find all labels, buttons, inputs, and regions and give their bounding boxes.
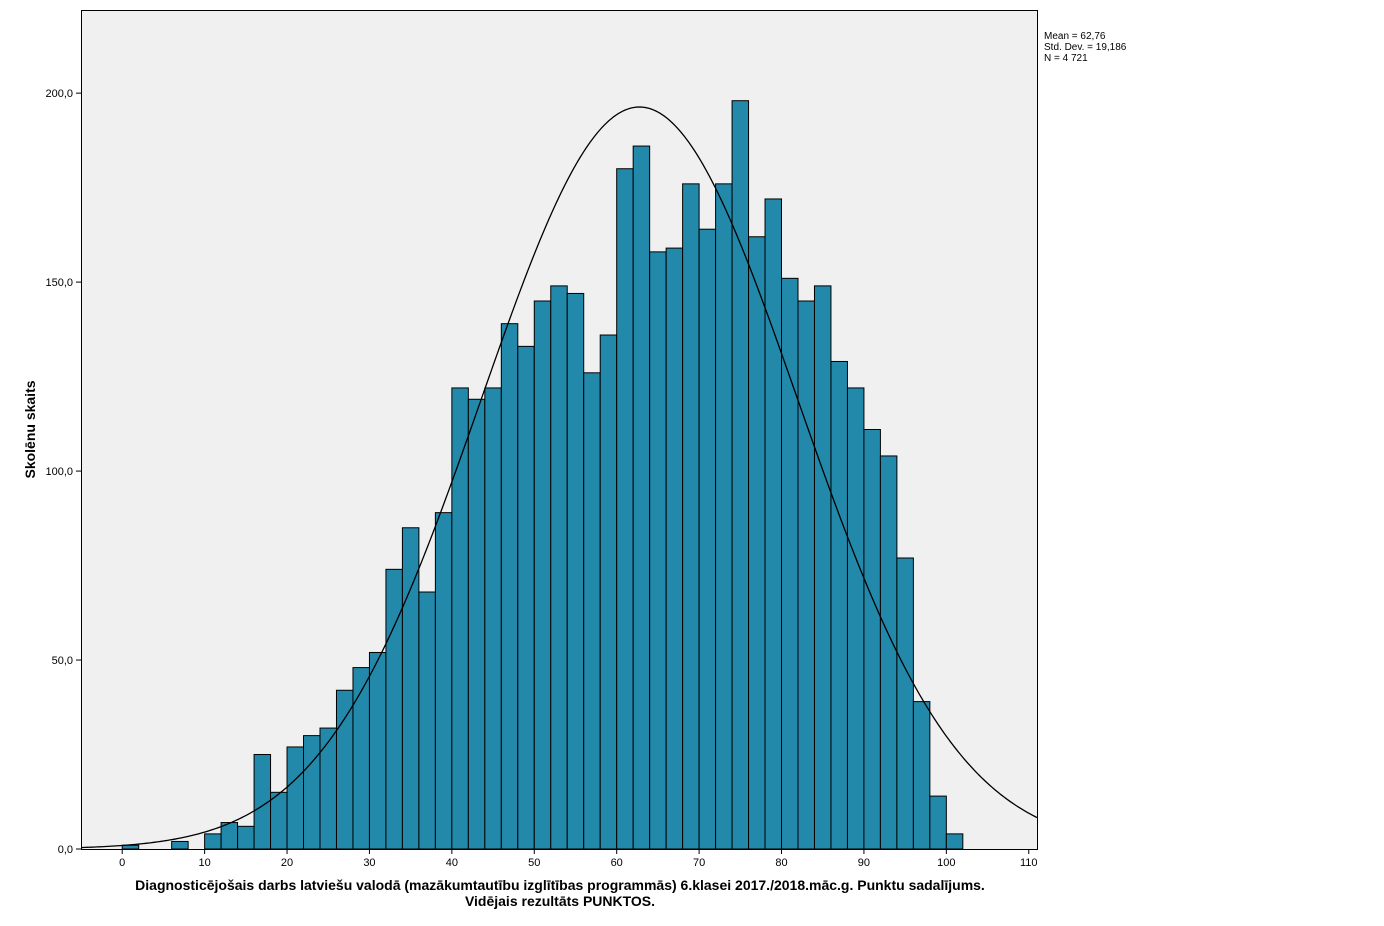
histogram-bar	[731, 100, 750, 850]
x-tick-label: 30	[363, 857, 375, 869]
x-tick-label: 70	[693, 857, 705, 869]
histogram-bar	[566, 292, 585, 850]
histogram-bar	[781, 277, 799, 850]
histogram-bar	[912, 701, 931, 850]
normal-curve	[80, 106, 1038, 849]
histogram-bar	[797, 300, 815, 850]
x-axis-title-line2: Vidējais rezultāts PUNKTOS.	[464, 893, 656, 909]
histogram-bar	[533, 300, 552, 850]
histogram-bar	[500, 323, 519, 850]
histogram-bar	[484, 387, 502, 850]
histogram-bar	[846, 387, 865, 850]
x-tick-label: 80	[775, 857, 787, 869]
histogram-bar	[863, 429, 881, 850]
histogram-bar	[583, 372, 601, 850]
x-tick-label: 10	[198, 857, 210, 869]
x-axis-title: Diagnosticējošais darbs latviešu valodā …	[60, 877, 1060, 909]
y-tick-label: 200,0	[45, 88, 73, 100]
y-tick-label: 50,0	[52, 655, 73, 667]
histogram-bar	[418, 591, 436, 850]
plot-frame	[81, 10, 1038, 850]
histogram-bar	[599, 334, 618, 850]
histogram-bar	[698, 228, 717, 850]
histogram-bar	[204, 833, 222, 850]
histogram-bar	[649, 251, 667, 850]
histogram-bar	[467, 398, 486, 850]
stats-std-dev: Std. Dev. = 19,186	[1044, 42, 1127, 53]
histogram-bar	[220, 822, 239, 850]
histogram-bar	[879, 455, 898, 850]
histogram-bar	[550, 285, 568, 850]
summary-stats: Mean = 62,76 Std. Dev. = 19,186 N = 4 72…	[1044, 31, 1126, 64]
histogram-bar	[286, 746, 305, 850]
x-tick-label: 100	[937, 857, 955, 869]
x-tick-label: 0	[119, 857, 125, 869]
x-tick-label: 90	[858, 857, 870, 869]
histogram-bar	[434, 512, 453, 850]
histogram-bar	[303, 735, 321, 850]
y-axis-title: Skolēnu skaits	[22, 380, 38, 478]
histogram-bar	[929, 795, 947, 850]
histogram-bar	[764, 198, 783, 850]
histogram-bar	[335, 689, 354, 850]
histogram-bar	[352, 667, 370, 850]
histogram-bar	[237, 825, 255, 850]
x-tick-label: 20	[281, 857, 293, 869]
x-tick-label: 50	[528, 857, 540, 869]
y-tick-label: 100,0	[45, 466, 73, 478]
y-tick-label: 150,0	[45, 277, 73, 289]
histogram-bar	[945, 833, 964, 850]
histogram-bar	[616, 168, 634, 850]
stats-mean: Mean = 62,76	[1044, 31, 1106, 42]
histogram-bar	[270, 791, 288, 850]
histogram-bar	[715, 183, 733, 850]
histogram-bar	[665, 247, 684, 850]
x-tick-label: 40	[446, 857, 458, 869]
histogram-bar	[632, 145, 651, 850]
histogram-bar	[517, 345, 535, 850]
histogram-bar	[896, 557, 914, 850]
histogram-bar	[748, 236, 766, 850]
y-tick-label: 0,0	[58, 844, 73, 856]
histogram-bar	[368, 651, 387, 850]
x-tick-label: 60	[611, 857, 623, 869]
y-axis: 0,0 50,0 100,0 150,0 200,0	[45, 88, 81, 856]
histogram-bar	[682, 183, 700, 850]
stats-n: N = 4 721	[1044, 53, 1088, 64]
x-axis-title-line1: Diagnosticējošais darbs latviešu valodā …	[135, 877, 985, 893]
histogram-bars	[121, 100, 964, 850]
x-axis: 0 10 20 30 40 50 60 70 80 90 100 110	[119, 849, 1038, 869]
histogram-bar	[319, 727, 337, 850]
histogram-bar	[830, 360, 848, 850]
histogram-bar	[813, 285, 832, 850]
histogram-bar	[171, 840, 189, 850]
histogram-bar	[385, 568, 403, 850]
x-tick-label: 110	[1020, 857, 1038, 869]
